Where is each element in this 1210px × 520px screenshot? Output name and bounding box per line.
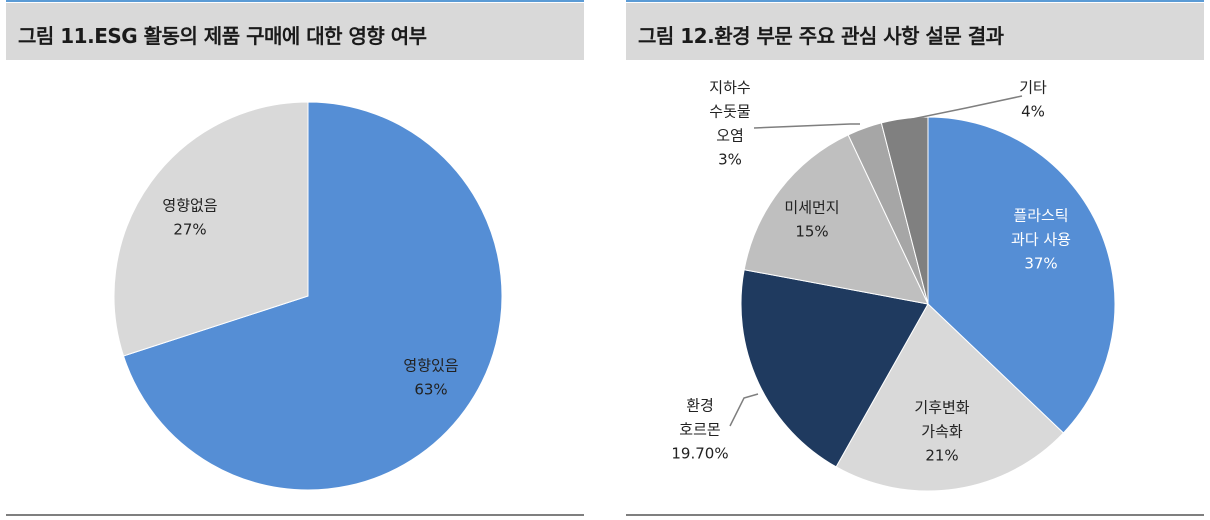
top-rule [626,0,1204,2]
bottom-rule [626,514,1204,516]
slice-category-label: 미세먼지 [784,199,839,217]
pie-slice [113,101,309,357]
pie-slice [927,116,1116,434]
slice-category-label: 영향없음 [162,197,217,215]
slice-percent-label: 15% [795,223,828,241]
slice-percent-label: 63% [414,381,447,399]
slice-percent-label: 21% [925,447,958,465]
top-rule [6,0,584,2]
slice-category-label: 수돗물 [709,103,750,121]
slice-percent-label: 27% [173,221,206,239]
pie-slice [740,269,929,468]
chart-panel-esg-impact: 그림 11.ESG 활동의 제품 구매에 대한 영향 여부 영향있음 63% 영향없… [6,0,584,520]
pie-slice [880,116,929,305]
slice-category-label: 환경 [686,397,714,415]
pie-slice [743,134,929,305]
leader-line [729,393,759,427]
slice-percent-label: 19.70% [671,445,728,463]
slice-category-label: 호르몬 [679,421,720,439]
chart-title: 그림 11.ESG 활동의 제품 구매에 대한 영향 여부 [18,24,427,48]
slice-category-label: 플라스틱 [1013,207,1068,225]
slice-category-label: 가속화 [921,423,963,441]
title-bar: 그림 12.환경 부문 주요 관심 사항 설문 결과 [626,3,1204,60]
slice-category-label: 영향있음 [403,357,458,375]
chart-title: 그림 12.환경 부문 주요 관심 사항 설문 결과 [638,24,1004,48]
leader-line [753,123,860,129]
pie-slice [122,101,503,491]
slice-percent-label: 3% [718,151,742,169]
leader-line [887,95,1023,125]
pie-chart-esg-impact: 영향있음 63% 영향없음 27% [113,101,503,491]
title-bar: 그림 11.ESG 활동의 제품 구매에 대한 영향 여부 [6,3,584,60]
bottom-rule [6,514,584,516]
slice-category-label: 기타 [1019,79,1047,97]
slice-category-label: 오염 [716,127,744,145]
slice-category-label: 지하수 [709,79,750,97]
slice-category-label: 과다 사용 [1011,231,1071,249]
pie-slice [835,303,1065,492]
slice-percent-label: 4% [1021,103,1045,121]
slice-category-label: 기후변화 [914,399,969,417]
slice-percent-label: 37% [1024,255,1057,273]
